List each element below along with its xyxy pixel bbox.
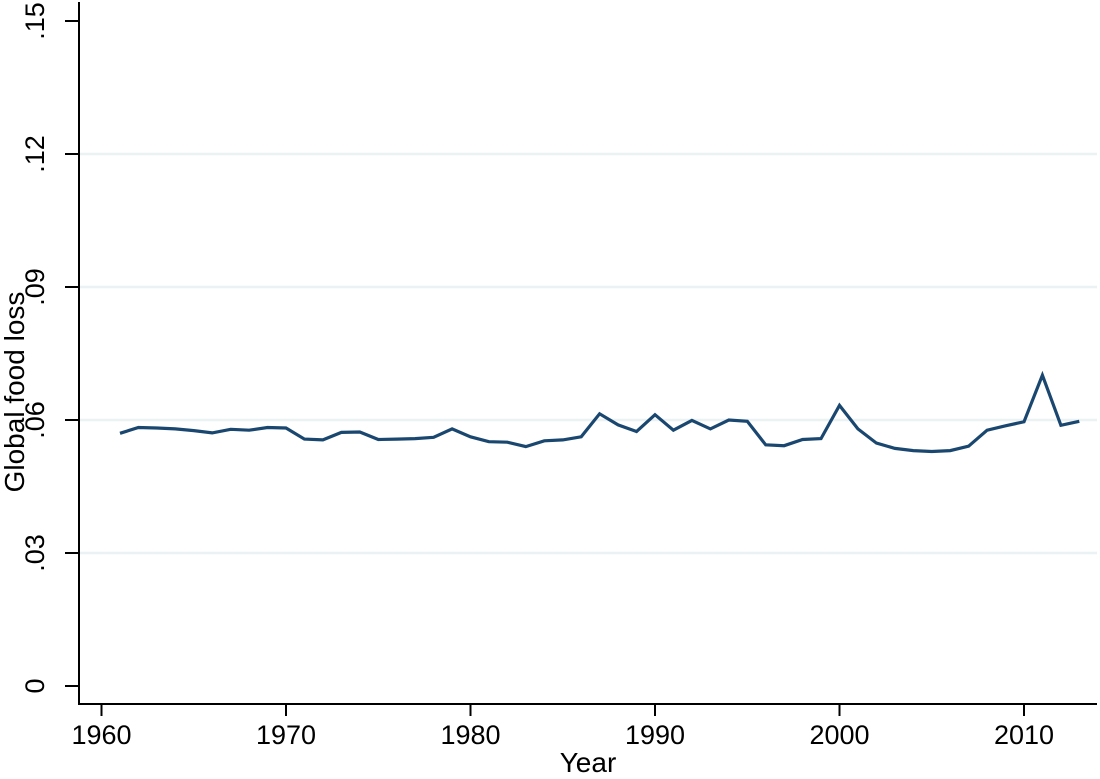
data-line — [119, 370, 1080, 454]
y-tick-label: .03 — [20, 534, 50, 572]
y-tick-label: .06 — [20, 401, 50, 439]
x-tick-label: 2010 — [994, 720, 1054, 750]
x-tick-label: 1990 — [625, 720, 685, 750]
y-axis-title: Global food loss — [0, 292, 30, 493]
y-tick-label: 0 — [20, 678, 50, 693]
x-axis-title: Year — [560, 747, 617, 778]
y-tick-label: .09 — [20, 268, 50, 306]
x-tick-label: 1960 — [71, 720, 131, 750]
x-tick-label: 2000 — [809, 720, 869, 750]
x-tick-label: 1970 — [256, 720, 316, 750]
x-tick-label: 1980 — [440, 720, 500, 750]
y-tick-label: .12 — [20, 135, 50, 173]
y-tick-label: .15 — [20, 2, 50, 40]
